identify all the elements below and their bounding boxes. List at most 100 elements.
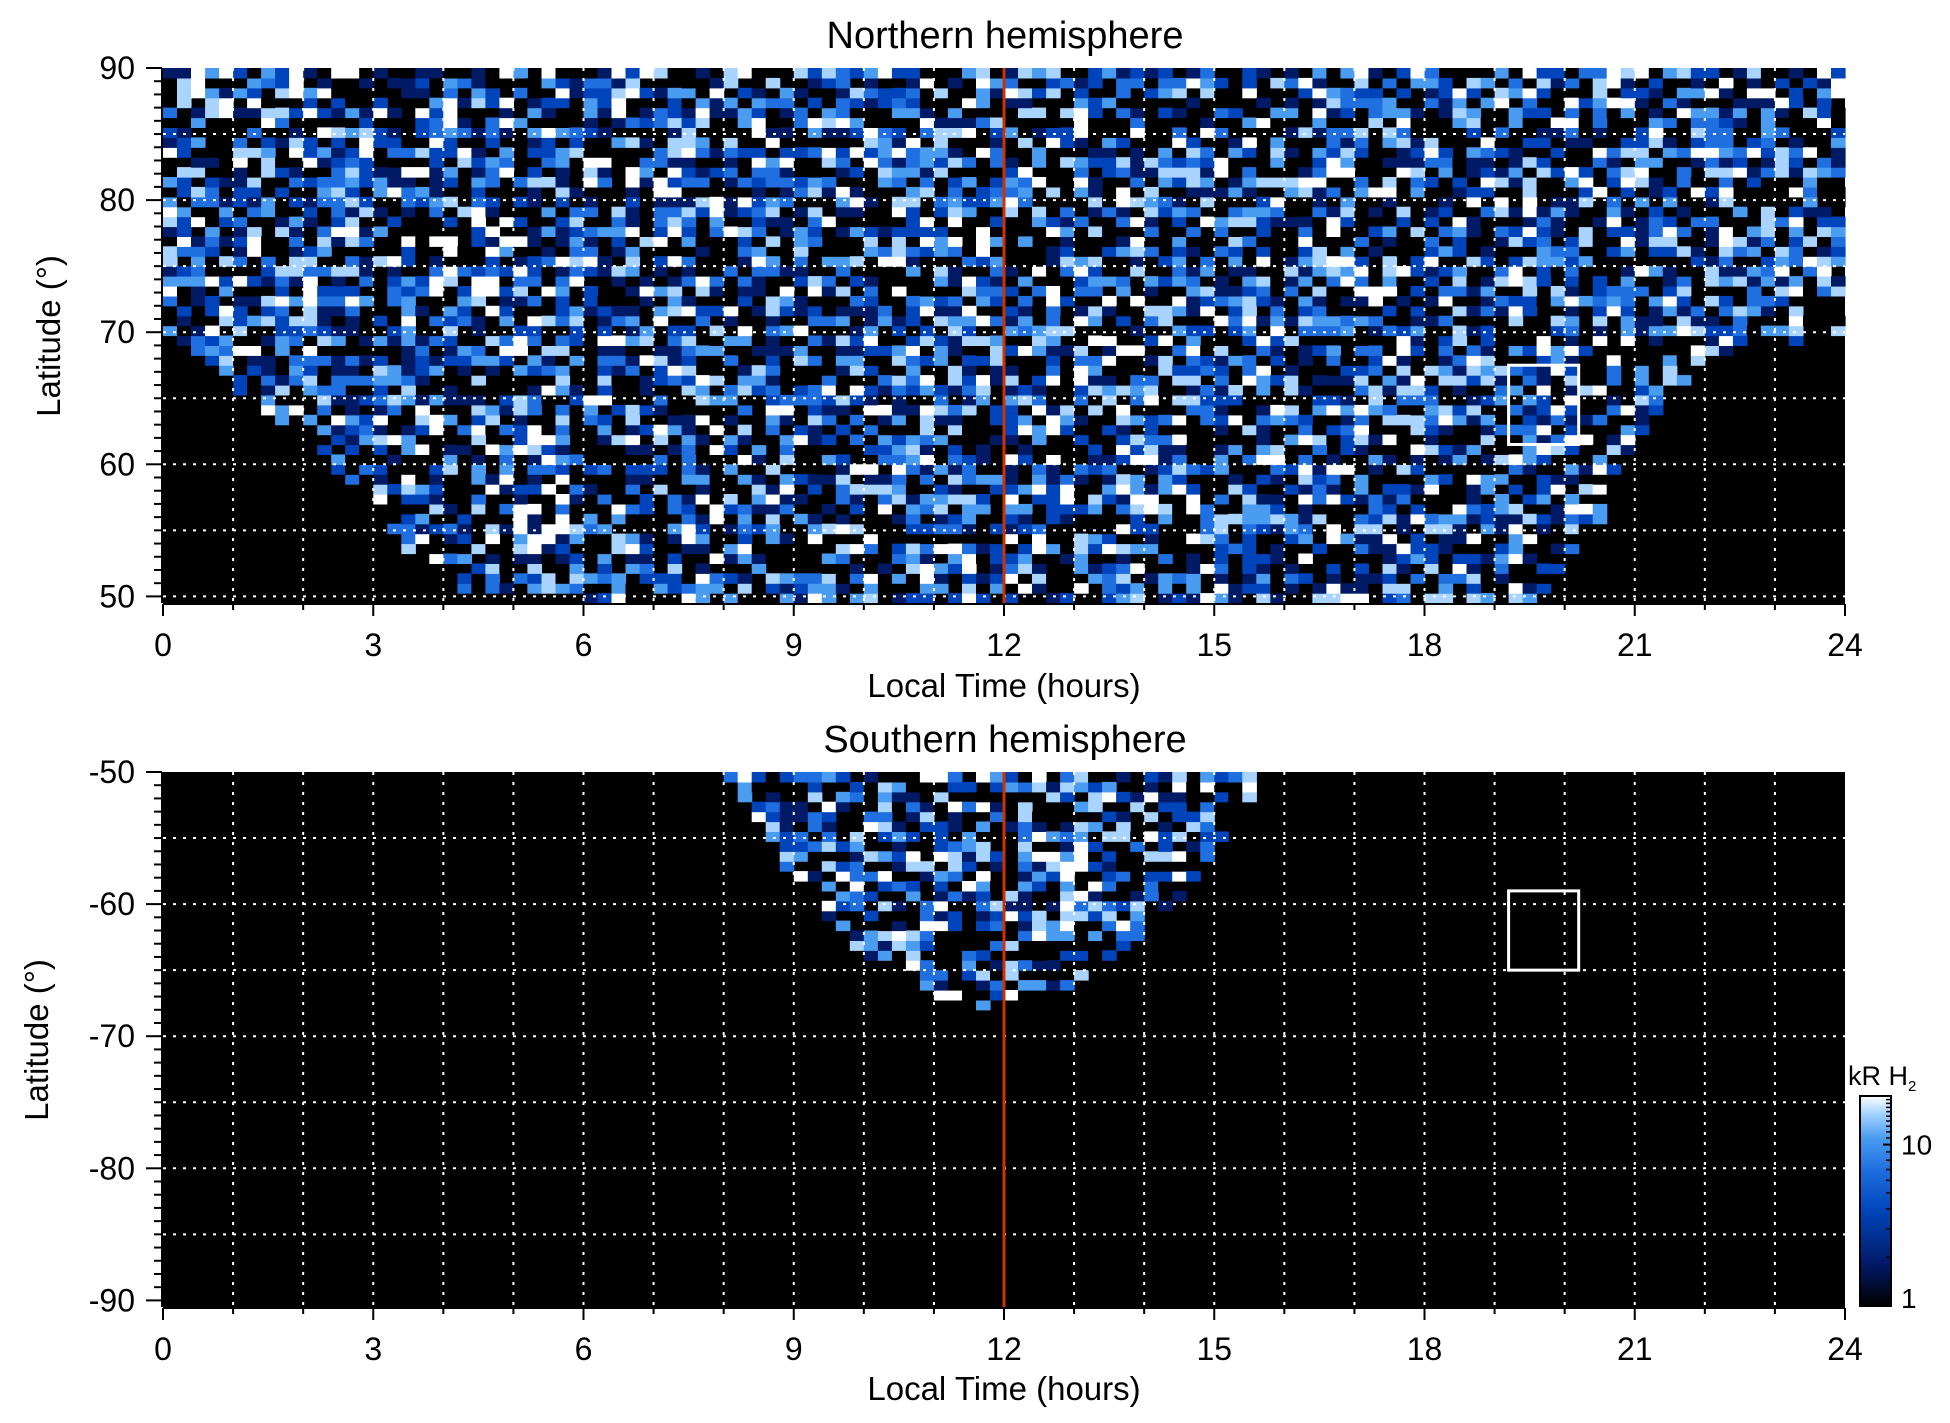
heatmap-cell (415, 107, 430, 119)
heatmap-cell (653, 345, 669, 356)
heatmap-cell (1718, 246, 1734, 257)
heatmap-cell (709, 553, 725, 564)
heatmap-cell (1368, 494, 1383, 505)
heatmap-cell (1382, 286, 1398, 297)
heatmap-cell (415, 305, 430, 317)
heatmap-cell (1368, 147, 1383, 158)
heatmap-cell (1116, 484, 1131, 495)
heatmap-cell (1004, 424, 1019, 436)
heatmap-cell (1690, 355, 1706, 366)
heatmap-cell (779, 593, 795, 604)
heatmap-cell (541, 345, 557, 356)
heatmap-cell (1130, 246, 1145, 257)
heatmap-cell (863, 881, 879, 892)
heatmap-cell (793, 811, 809, 823)
heatmap-cell (1004, 68, 1019, 79)
heatmap-cell (751, 186, 767, 198)
heatmap-cell (1270, 147, 1285, 158)
heatmap-cell (639, 147, 655, 158)
heatmap-cell (1704, 186, 1720, 198)
heatmap-cell (779, 295, 795, 307)
heatmap-cell (1186, 216, 1201, 228)
heatmap-cell (962, 68, 977, 79)
heatmap-cell (317, 68, 332, 79)
heatmap-cell (1340, 513, 1355, 525)
heatmap-cell (471, 295, 486, 307)
heatmap-cell (1032, 127, 1047, 138)
heatmap-cell (205, 107, 220, 119)
heatmap-cell (583, 414, 599, 426)
heatmap-cell (1032, 77, 1047, 89)
heatmap-cell (303, 256, 318, 267)
heatmap-cell (1620, 107, 1636, 119)
heatmap-cell (597, 563, 613, 574)
heatmap-cell (1312, 513, 1327, 525)
heatmap-cell (1256, 216, 1271, 228)
heatmap-cell (611, 513, 627, 525)
heatmap-cell (443, 276, 458, 287)
heatmap-cell (849, 781, 865, 793)
heatmap-cell (247, 335, 262, 346)
heatmap-cell (877, 454, 893, 465)
heatmap-cell (1788, 107, 1804, 119)
heatmap-cell (457, 137, 472, 148)
heatmap-cell (933, 404, 949, 416)
heatmap-cell (1158, 484, 1173, 495)
heatmap-cell (1522, 434, 1538, 446)
heatmap-cell (1060, 157, 1075, 168)
heatmap-cell (653, 276, 669, 287)
heatmap-cell (1312, 256, 1327, 267)
heatmap-cell (219, 315, 234, 327)
heatmap-cell (681, 196, 697, 208)
heatmap-cell (1256, 355, 1271, 366)
heatmap-cell (1522, 553, 1538, 564)
heatmap-cell (1060, 286, 1075, 297)
heatmap-cell (499, 385, 514, 396)
heatmap-cell (247, 186, 262, 198)
heatmap-cell (485, 68, 500, 79)
heatmap-cell (667, 167, 683, 178)
heatmap-cell (835, 900, 851, 912)
heatmap-cell (751, 87, 767, 99)
heatmap-cell (513, 375, 528, 386)
heatmap-cell (1382, 236, 1398, 247)
heatmap-cell (737, 137, 753, 148)
heatmap-cell (1718, 127, 1734, 138)
heatmap-cell (191, 345, 206, 356)
heatmap-cell (1270, 573, 1285, 584)
north-x-axis-label: Local Time (hours) (867, 667, 1140, 704)
heatmap-cell (485, 236, 500, 247)
heatmap-cell (569, 414, 585, 426)
heatmap-cell (597, 335, 613, 346)
heatmap-cell (555, 513, 571, 525)
heatmap-cell (1817, 286, 1832, 297)
heatmap-cell (905, 77, 921, 89)
heatmap-cell (1466, 305, 1482, 317)
heatmap-cell (1158, 68, 1173, 79)
heatmap-cell (751, 781, 767, 793)
heatmap-cell (1396, 147, 1412, 158)
heatmap-cell (1088, 345, 1103, 356)
heatmap-cell (1046, 375, 1061, 386)
heatmap-cell (555, 583, 571, 594)
heatmap-cell (835, 335, 851, 346)
heatmap-cell (765, 454, 781, 465)
heatmap-cell (1564, 355, 1580, 366)
heatmap-cell (1144, 147, 1159, 158)
heatmap-cell (1116, 583, 1131, 594)
heatmap-cell (765, 137, 781, 148)
heatmap-cell (345, 226, 360, 237)
heatmap-cell (639, 553, 655, 564)
heatmap-cell (1396, 484, 1412, 495)
heatmap-cell (345, 474, 360, 485)
heatmap-cell (1662, 305, 1678, 317)
heatmap-cell (695, 256, 711, 267)
heatmap-cell (569, 563, 585, 574)
heatmap-cell (1200, 295, 1215, 307)
heatmap-cell (695, 97, 711, 109)
heatmap-cell (499, 563, 514, 574)
heatmap-cell (1424, 216, 1440, 228)
heatmap-cell (962, 523, 977, 535)
heatmap-cell (401, 404, 416, 416)
heatmap-cell (723, 167, 739, 178)
